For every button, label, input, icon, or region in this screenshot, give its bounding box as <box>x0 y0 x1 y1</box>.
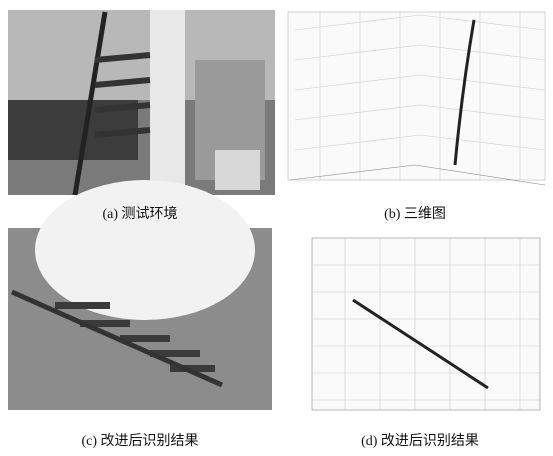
caption: (b) 三维图 <box>384 206 446 222</box>
plot-2d <box>312 238 540 410</box>
caption: (d) 改进后识别结果 <box>361 433 479 449</box>
page: (a) 测试环境 (b) 三维图 (c) 改进后识别结果 (d) 改进后识别结果… <box>0 0 553 456</box>
plot-3d <box>288 12 545 185</box>
photo-test-environment <box>8 10 275 195</box>
caption: (a) 测试环境 <box>102 206 177 222</box>
caption: (c) 改进后识别结果 <box>81 433 198 449</box>
figure: (a) 测试环境 (b) 三维图 (c) 改进后识别结果 (d) 改进后识别结果 <box>0 0 553 451</box>
